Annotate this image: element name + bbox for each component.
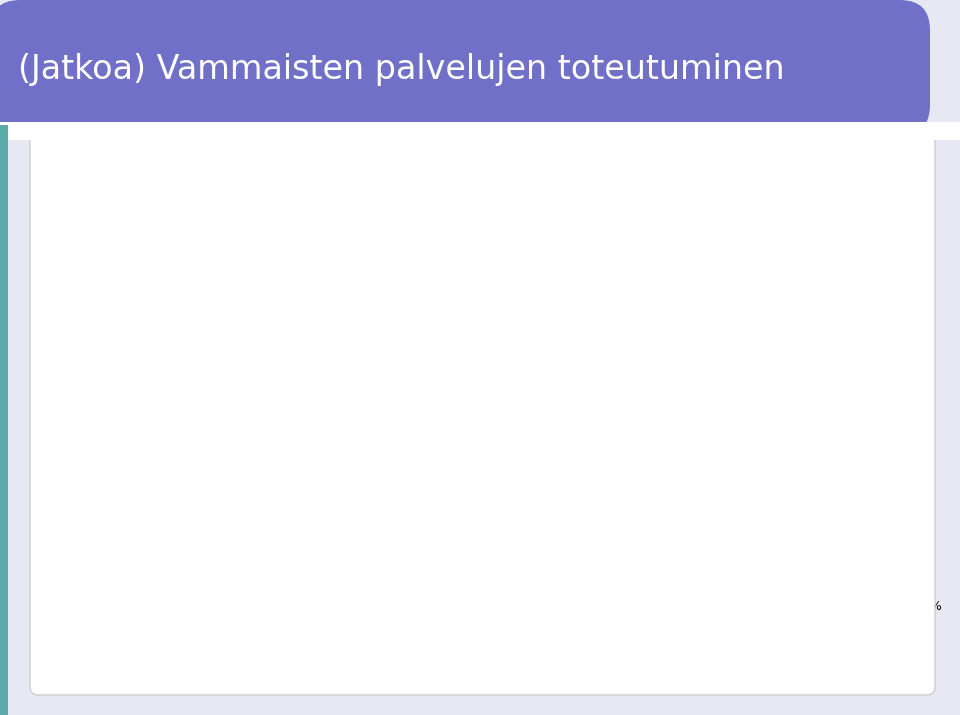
Bar	[0, 125, 8, 715]
FancyBboxPatch shape	[0, 0, 930, 135]
Bar	[449, 264, 922, 305]
Bar	[638, 180, 922, 222]
Bar	[691, 515, 922, 556]
Text: Apuvälineiden saatavuus: Apuvälineiden saatavuus	[146, 277, 321, 292]
Text: Terapiapalvelujen saatavuus: Terapiapalvelujen saatavuus	[123, 361, 321, 375]
Bar	[420, 431, 509, 473]
Text: Erityishuolto-ohjelmien
laadinta ja seuranta: Erityishuolto-ohjelmien laadinta ja seur…	[160, 437, 321, 467]
Bar	[331, 347, 438, 389]
Bar	[331, 431, 420, 473]
FancyBboxPatch shape	[30, 130, 935, 695]
Text: (Jatkoa) Vammaisten palvelujen toteutuminen: (Jatkoa) Vammaisten palvelujen toteutumi…	[18, 54, 784, 87]
Bar	[449, 180, 638, 222]
Bar	[438, 515, 691, 556]
Bar	[331, 264, 361, 305]
Bar	[0, 122, 960, 140]
Bar	[438, 347, 715, 389]
Text: Palvelusuunnitelmien
laadinta ja seuranta: Palvelusuunnitelmien laadinta ja seurant…	[173, 521, 321, 551]
Bar	[331, 515, 438, 556]
Legend: Huonosti, Kohtalaisesti, Hyvin: Huonosti, Kohtalaisesti, Hyvin	[351, 644, 665, 671]
Text: VASKI - Pohjois-Suomen
vammaispalvelujen kehittämisyksikkö: VASKI - Pohjois-Suomen vammaispalvelujen…	[348, 661, 612, 691]
Text: Tilapäishoidon
järjestyminen: Tilapäishoidon järjestyminen	[221, 186, 321, 216]
Bar	[509, 431, 922, 473]
Bar	[331, 180, 449, 222]
Bar	[361, 264, 449, 305]
Bar	[715, 347, 922, 389]
